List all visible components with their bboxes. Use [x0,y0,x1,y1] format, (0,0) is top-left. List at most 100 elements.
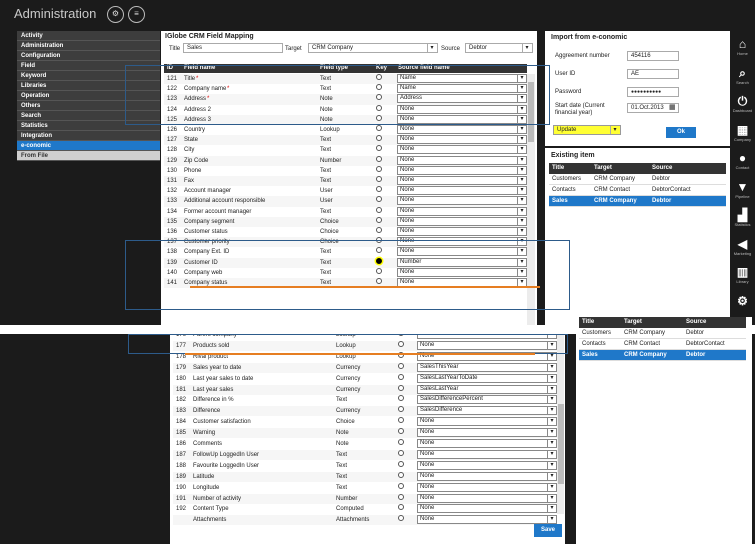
key-radio[interactable] [376,216,382,223]
source-field-select[interactable]: Name [397,74,527,83]
sidebar-item-e-conomic[interactable]: e-conomic [17,141,160,151]
key-radio[interactable] [398,493,404,500]
sidebar-item-administration[interactable]: Administration [17,41,160,51]
key-radio[interactable] [376,165,382,172]
source-field-select[interactable]: None [397,206,527,216]
key-radio[interactable] [376,186,382,193]
key-radio[interactable] [376,74,382,80]
nav-settings[interactable]: ⚙ [730,294,755,320]
source-field-select[interactable]: SalesLastYear [417,384,557,394]
source-field-select[interactable]: None [417,493,557,503]
source-field-select[interactable]: None [417,471,557,481]
key-radio[interactable] [376,196,382,203]
key-radio[interactable] [376,94,382,101]
key-radio[interactable] [376,267,382,274]
existing-row[interactable]: Customers CRM Company Debtor [549,174,726,185]
scrollbar[interactable] [527,74,535,325]
key-radio[interactable] [376,227,382,233]
sidebar-item-operation[interactable]: Operation [17,91,160,101]
source-field-select[interactable]: None [397,247,527,257]
key-radio[interactable] [376,155,382,162]
scrollbar-lower[interactable] [557,334,564,514]
source-field-select[interactable]: None [397,145,527,155]
existing-row[interactable]: Contacts CRM Contact DebtorContact [549,185,726,196]
source-field-select[interactable]: None [417,504,557,514]
key-radio[interactable] [376,104,382,111]
key-radio[interactable] [398,340,404,347]
nav-pipeline[interactable]: ▼ Pipeline [730,180,755,206]
sidebar-item-keyword[interactable]: Keyword [17,71,160,81]
key-radio[interactable] [376,145,382,152]
key-radio[interactable] [398,373,404,380]
key-radio[interactable] [398,460,404,467]
source-field-select[interactable]: None [417,460,557,470]
key-radio[interactable] [398,504,404,511]
key-radio[interactable] [376,278,382,284]
source-field-select[interactable]: None [417,449,557,459]
key-radio[interactable] [398,515,404,522]
password-input[interactable]: ●●●●●●●●●● [627,87,679,97]
document-icon[interactable]: ≡ [128,6,145,23]
source-field-select[interactable]: None [397,104,527,114]
source-field-select[interactable]: None [397,267,527,277]
nav-company[interactable]: ▦ Company [730,123,755,149]
source-field-select[interactable]: Number [397,257,527,267]
key-radio[interactable] [376,176,382,182]
key-radio[interactable] [398,417,404,424]
nav-statistics[interactable]: ▟ Statistics [730,208,755,234]
key-radio[interactable] [398,406,404,413]
source-field-select[interactable]: None [397,125,527,134]
source-field-select[interactable]: SalesDifference [417,406,557,416]
sidebar-item-statistics[interactable]: Statistics [17,121,160,131]
existing-row[interactable]: Customers CRM Company Debtor [579,328,746,339]
title-input[interactable]: Sales [183,43,283,53]
source-field-select[interactable]: None [417,340,557,350]
save-button[interactable]: Save [534,524,562,537]
source-select[interactable]: Debtor [465,43,533,53]
source-field-select[interactable]: SalesLastYearToDate [417,373,557,383]
source-field-select[interactable]: SalesThisYear [417,362,557,372]
nav-contact[interactable]: ● Contact [730,151,755,177]
agreement-input[interactable]: 454116 [627,51,679,61]
key-radio[interactable] [376,84,382,91]
nav-home[interactable]: ⌂ Home [730,37,755,63]
source-field-select[interactable]: None [397,237,527,247]
source-field-select[interactable]: None [417,515,557,525]
key-radio[interactable] [376,114,382,121]
source-field-select[interactable]: None [417,482,557,492]
nav-dashboard[interactable]: ⏻ Dashboard [730,94,755,120]
sidebar-item-integration[interactable]: Integration [17,131,160,141]
target-select[interactable]: CRM Company [308,43,438,53]
nav-marketing[interactable]: ◀ Marketing [730,237,755,263]
sidebar-item-activity[interactable]: Activity [17,31,160,41]
source-field-select[interactable]: None [417,334,557,339]
key-radio[interactable] [376,125,382,131]
source-field-select[interactable]: None [417,351,557,361]
sidebar-item-configuration[interactable]: Configuration [17,51,160,61]
key-radio[interactable] [376,247,382,254]
source-field-select[interactable]: None [397,186,527,196]
existing-row[interactable]: Contacts CRM Contact DebtorContact [579,339,746,350]
source-field-select[interactable]: None [397,114,527,124]
source-field-select[interactable]: Address [397,94,527,104]
source-field-select[interactable]: None [397,155,527,165]
start-date-input[interactable]: 01.Oct.2013 [627,103,679,113]
existing-row[interactable]: Sales CRM Company Debtor [549,196,726,207]
source-field-select[interactable]: None [397,196,527,206]
source-field-select[interactable]: None [417,439,557,448]
source-field-select[interactable]: None [417,428,557,438]
source-field-select[interactable]: None [417,417,557,427]
source-field-select[interactable]: Name [397,84,527,94]
ok-button[interactable]: Ok [666,127,696,138]
user-settings-icon[interactable]: ⚙ [107,6,124,23]
nav-search[interactable]: ⌕ Search [730,66,755,92]
source-field-select[interactable]: SalesDifferencePercent [417,395,557,405]
sidebar-item-search[interactable]: Search [17,111,160,121]
key-radio[interactable] [398,395,404,402]
source-field-select[interactable]: None [397,165,527,175]
key-radio[interactable] [398,384,404,391]
key-radio[interactable] [398,362,404,369]
key-radio[interactable] [398,428,404,435]
key-radio[interactable] [398,482,404,489]
mode-select[interactable]: Update [553,125,621,135]
